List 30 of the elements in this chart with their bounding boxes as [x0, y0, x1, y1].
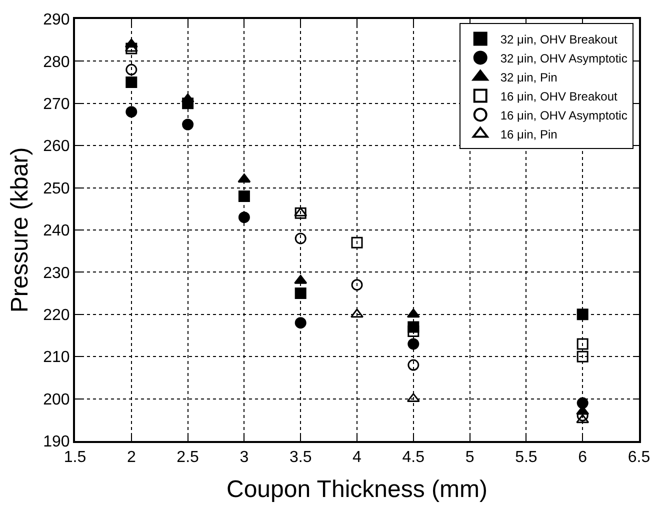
y-tick-label: 290	[43, 12, 70, 29]
x-tick-label: 2	[126, 449, 136, 466]
legend-label: 32 μin, OHV Breakout	[500, 32, 618, 46]
x-axis-title: Coupon Thickness (mm)	[226, 476, 488, 503]
x-tick-label: 3.5	[289, 449, 312, 466]
y-tick-label: 210	[43, 349, 70, 366]
legend-label: 16 μin, OHV Asymptotic	[500, 108, 628, 122]
x-tick-label: 3	[240, 449, 249, 466]
y-axis-title: Pressure (kbar)	[6, 147, 34, 313]
x-tick-label: 5.5	[515, 449, 538, 466]
y-tick-label: 280	[43, 54, 70, 71]
x-tick-label: 6.5	[628, 449, 650, 466]
x-tick-label: 4.5	[402, 449, 425, 466]
y-tick-label: 230	[43, 264, 70, 282]
legend-label: 32 μin, Pin	[500, 70, 558, 84]
legend-label: 16 μin, OHV Breakout	[500, 89, 618, 104]
y-tick-label: 190	[43, 434, 70, 451]
x-tick-label: 5	[465, 449, 474, 466]
y-tick-label: 260	[43, 138, 70, 156]
legend-label: 32 μin, OHV Asymptotic	[500, 51, 628, 66]
x-tick-label: 6	[578, 449, 588, 466]
y-tick-label: 200	[43, 391, 70, 408]
legend-label: 16 μin, Pin	[500, 127, 558, 142]
x-tick-label: 4	[352, 449, 362, 466]
y-tick-label: 240	[43, 222, 70, 240]
y-tick-label: 270	[43, 96, 70, 113]
x-tick-label: 2.5	[176, 449, 200, 466]
y-tick-label: 250	[43, 180, 70, 198]
x-tick-label: 1.5	[64, 449, 86, 466]
y-tick-label: 220	[43, 307, 70, 324]
